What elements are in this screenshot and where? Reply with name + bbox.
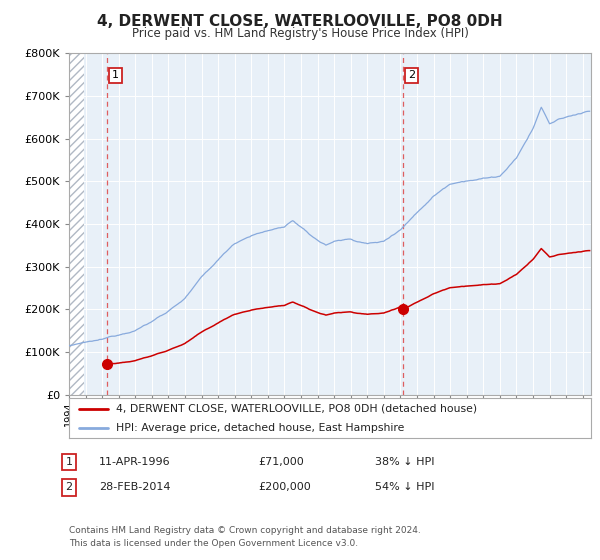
Text: Contains HM Land Registry data © Crown copyright and database right 2024.
This d: Contains HM Land Registry data © Crown c… [69, 526, 421, 548]
Text: HPI: Average price, detached house, East Hampshire: HPI: Average price, detached house, East… [116, 423, 404, 433]
Text: 1: 1 [112, 70, 119, 80]
Text: Price paid vs. HM Land Registry's House Price Index (HPI): Price paid vs. HM Land Registry's House … [131, 27, 469, 40]
Text: 2: 2 [408, 70, 415, 80]
Text: 28-FEB-2014: 28-FEB-2014 [99, 482, 170, 492]
Text: 4, DERWENT CLOSE, WATERLOOVILLE, PO8 0DH (detached house): 4, DERWENT CLOSE, WATERLOOVILLE, PO8 0DH… [116, 404, 477, 414]
Polygon shape [69, 53, 84, 395]
Text: 38% ↓ HPI: 38% ↓ HPI [375, 457, 434, 467]
Text: 54% ↓ HPI: 54% ↓ HPI [375, 482, 434, 492]
Text: 2: 2 [65, 482, 73, 492]
Text: 1: 1 [65, 457, 73, 467]
Text: £200,000: £200,000 [258, 482, 311, 492]
Text: 11-APR-1996: 11-APR-1996 [99, 457, 170, 467]
Text: £71,000: £71,000 [258, 457, 304, 467]
Text: 4, DERWENT CLOSE, WATERLOOVILLE, PO8 0DH: 4, DERWENT CLOSE, WATERLOOVILLE, PO8 0DH [97, 14, 503, 29]
